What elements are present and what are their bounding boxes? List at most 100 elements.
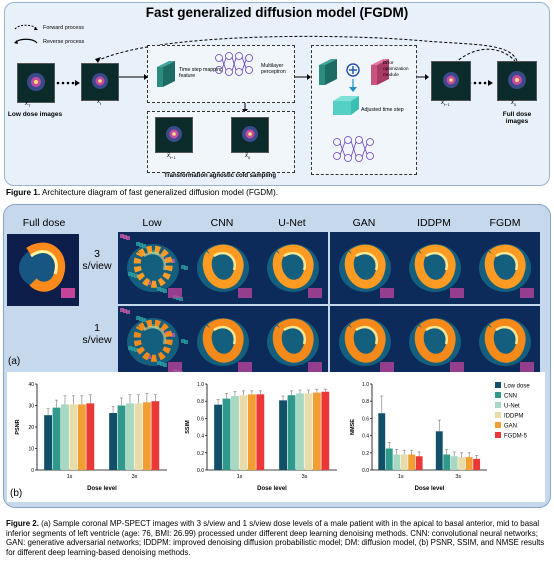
ssim-x-axis-label: Dose level: [257, 486, 287, 492]
spect-image-iddpm-1s: [400, 306, 470, 378]
psnr-bar-low-dose: [44, 415, 52, 470]
panel-a-label: (a): [8, 356, 20, 367]
psnr-y-tick-label: 30: [28, 404, 34, 410]
ssim-category-label: 1s: [237, 474, 243, 480]
ssim-bar-fgdm-5: [256, 394, 264, 470]
x-t-scan-image: [81, 63, 119, 101]
xhat-0-scan-image: [231, 117, 269, 153]
xhat-t1-scan-image: [155, 117, 193, 153]
column-header-u-net: U-Net: [258, 217, 326, 229]
spect-image-low-3s: [118, 232, 188, 304]
legend-entry: CNN: [504, 394, 517, 400]
ssim-bar-low-dose: [279, 400, 287, 470]
nmse-bar-cnn: [443, 455, 450, 470]
adjusted-time-step-label: Adjusted time step: [361, 107, 405, 113]
psnr-bar-gan: [143, 402, 151, 470]
legend-entry: U-Net: [504, 404, 520, 410]
spect-image-fgdm-3s: [470, 232, 540, 304]
column-header-fgdm: FGDM: [470, 217, 540, 229]
psnr-category-label: 1s: [67, 474, 73, 480]
psnr-y-tick-label: 10: [28, 447, 34, 453]
nmse-y-tick-label: 0.8: [362, 399, 369, 405]
spect-image-fgdm-1s: [470, 306, 540, 378]
psnr-bar-iddpm: [135, 403, 143, 470]
nmse-bar-u-net: [393, 455, 400, 470]
psnr-y-tick-label: 0: [31, 468, 34, 474]
ssim-y-tick-label: 0.6: [197, 416, 204, 422]
legend-swatch: [495, 402, 501, 408]
psnr-bar-low-dose: [109, 413, 117, 470]
xhat-0-label: x̂0: [245, 153, 250, 160]
psnr-bar-cnn: [118, 406, 126, 471]
spect-image-cnn-3s: [188, 232, 258, 304]
ssim-y-axis-label: SSIM: [185, 420, 191, 434]
column-header-low: Low: [118, 217, 186, 229]
nmse-y-axis-label: NMSE: [350, 419, 356, 435]
full-dose-image: [7, 234, 79, 306]
nmse-bar-iddpm: [458, 457, 465, 470]
nmse-category-label: 1s: [398, 474, 404, 480]
column-header-full-dose: Full dose: [8, 217, 80, 229]
nmse-bar-low-dose: [378, 413, 385, 470]
nmse-y-tick-label: 0.2: [362, 451, 369, 457]
nmse-bar-low-dose: [436, 431, 443, 470]
nmse-bar-iddpm: [401, 455, 408, 470]
panel-b-label: (b): [10, 488, 22, 499]
legend-entry: FGDM-5: [504, 434, 528, 440]
column-header-cnn: CNN: [188, 217, 256, 229]
legend-swatch: [495, 422, 501, 428]
ssim-bar-iddpm: [240, 395, 248, 470]
x-0-scan-image: [497, 61, 537, 101]
ssim-y-tick-label: 1.0: [197, 382, 204, 388]
nmse-bar-fgdm-5: [473, 459, 480, 470]
mlp-network-icon: [331, 135, 379, 165]
psnr-y-axis-label: PSNR: [15, 419, 21, 434]
cold-sampling-label: Transformation agnostic cold sampling: [145, 173, 295, 180]
psnr-bar-fgdm-5: [86, 403, 94, 470]
mlp-network-icon: [213, 51, 257, 79]
x-T-label: xT: [25, 101, 30, 108]
error-module-label: Error optimization module: [383, 61, 417, 79]
figure1-caption: Figure 1. Architecture diagram of fast g…: [6, 188, 551, 197]
nmse-y-tick-label: 0.6: [362, 416, 369, 422]
legend-entry: Low dose: [504, 384, 530, 390]
ssim-category-label: 3s: [302, 474, 308, 480]
row-label-1s: 1 s/view: [80, 322, 114, 346]
add-operator-icon: [346, 63, 360, 77]
x-t1-label: xt−1: [441, 100, 450, 107]
low-dose-scan-image: [17, 63, 55, 103]
feature-block-icon: [155, 59, 177, 87]
ssim-bar-u-net: [231, 396, 239, 470]
ssim-bar-fgdm-5: [321, 392, 329, 470]
psnr-bar-fgdm-5: [151, 401, 159, 470]
spect-image-gan-1s: [330, 306, 400, 378]
column-header-iddpm: IDDPM: [400, 217, 468, 229]
mlp-label: Multilayer perceptron: [261, 63, 295, 75]
xhat-t1-label: x̂t−1: [167, 153, 176, 160]
adjusted-block-icon: [331, 95, 361, 117]
psnr-bar-cnn: [53, 408, 61, 470]
nmse-bar-fgdm-5: [416, 456, 423, 470]
psnr-bar-u-net: [126, 403, 134, 470]
spect-image-gan-3s: [330, 232, 400, 304]
psnr-bar-gan: [78, 404, 86, 470]
x-t-label: xt: [97, 99, 101, 106]
nmse-y-tick-label: 1.0: [362, 382, 369, 388]
nmse-y-tick-label: 0.4: [362, 434, 369, 440]
legend-entry: GAN: [504, 424, 517, 430]
ssim-bar-gan: [313, 393, 321, 470]
nmse-bar-gan: [408, 455, 415, 470]
ssim-bar-cnn: [223, 399, 231, 470]
ssim-bar-cnn: [288, 395, 296, 470]
ssim-y-tick-label: 0.4: [197, 434, 204, 440]
ssim-bar-low-dose: [214, 405, 222, 470]
legend-entry: IDDPM: [504, 414, 523, 420]
x-0-label: x0: [511, 100, 516, 107]
psnr-y-tick-label: 20: [28, 425, 34, 431]
spect-image-u-net-1s: [258, 306, 328, 378]
nmse-category-label: 3s: [455, 474, 461, 480]
psnr-category-label: 3s: [132, 474, 138, 480]
ssim-bar-gan: [248, 394, 256, 470]
spect-image-cnn-1s: [188, 306, 258, 378]
down-arrow-icon: [345, 79, 365, 93]
